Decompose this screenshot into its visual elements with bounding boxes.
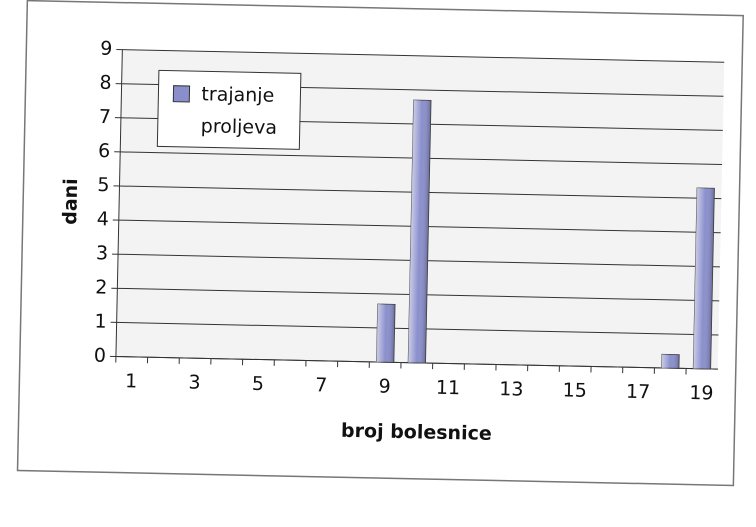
legend: trajanjeproljeva bbox=[157, 70, 301, 149]
y-tick-label: 2 bbox=[95, 276, 108, 298]
y-tick-label: 6 bbox=[98, 140, 111, 162]
x-tick-label: 3 bbox=[188, 372, 201, 394]
x-tick-label: 11 bbox=[436, 377, 461, 400]
y-tick-label: 0 bbox=[94, 345, 107, 367]
legend-swatch bbox=[173, 86, 189, 102]
y-tick-label: 8 bbox=[99, 72, 112, 94]
x-axis-label: broj bolesnice bbox=[341, 420, 492, 445]
x-tick-label: 9 bbox=[378, 376, 391, 398]
x-tick-label: 5 bbox=[252, 373, 265, 395]
y-axis-label: dani bbox=[59, 178, 82, 225]
x-tick-label: 17 bbox=[626, 381, 651, 404]
y-tick-label: 7 bbox=[99, 106, 112, 128]
y-tick-label: 5 bbox=[97, 174, 110, 196]
y-tick-label: 9 bbox=[100, 38, 113, 60]
bar-shade bbox=[376, 304, 395, 362]
y-tick-label: 1 bbox=[94, 310, 107, 332]
x-tick-label: 15 bbox=[562, 379, 587, 402]
legend-box bbox=[157, 70, 301, 149]
y-tick-label: 4 bbox=[96, 208, 109, 230]
y-tick-label: 3 bbox=[96, 242, 109, 264]
x-tick-label: 7 bbox=[315, 374, 328, 396]
x-tick-label: 19 bbox=[689, 382, 714, 405]
x-tick-label: 13 bbox=[499, 378, 524, 401]
x-tick-label: 1 bbox=[125, 370, 138, 392]
bar-shade bbox=[662, 354, 680, 368]
